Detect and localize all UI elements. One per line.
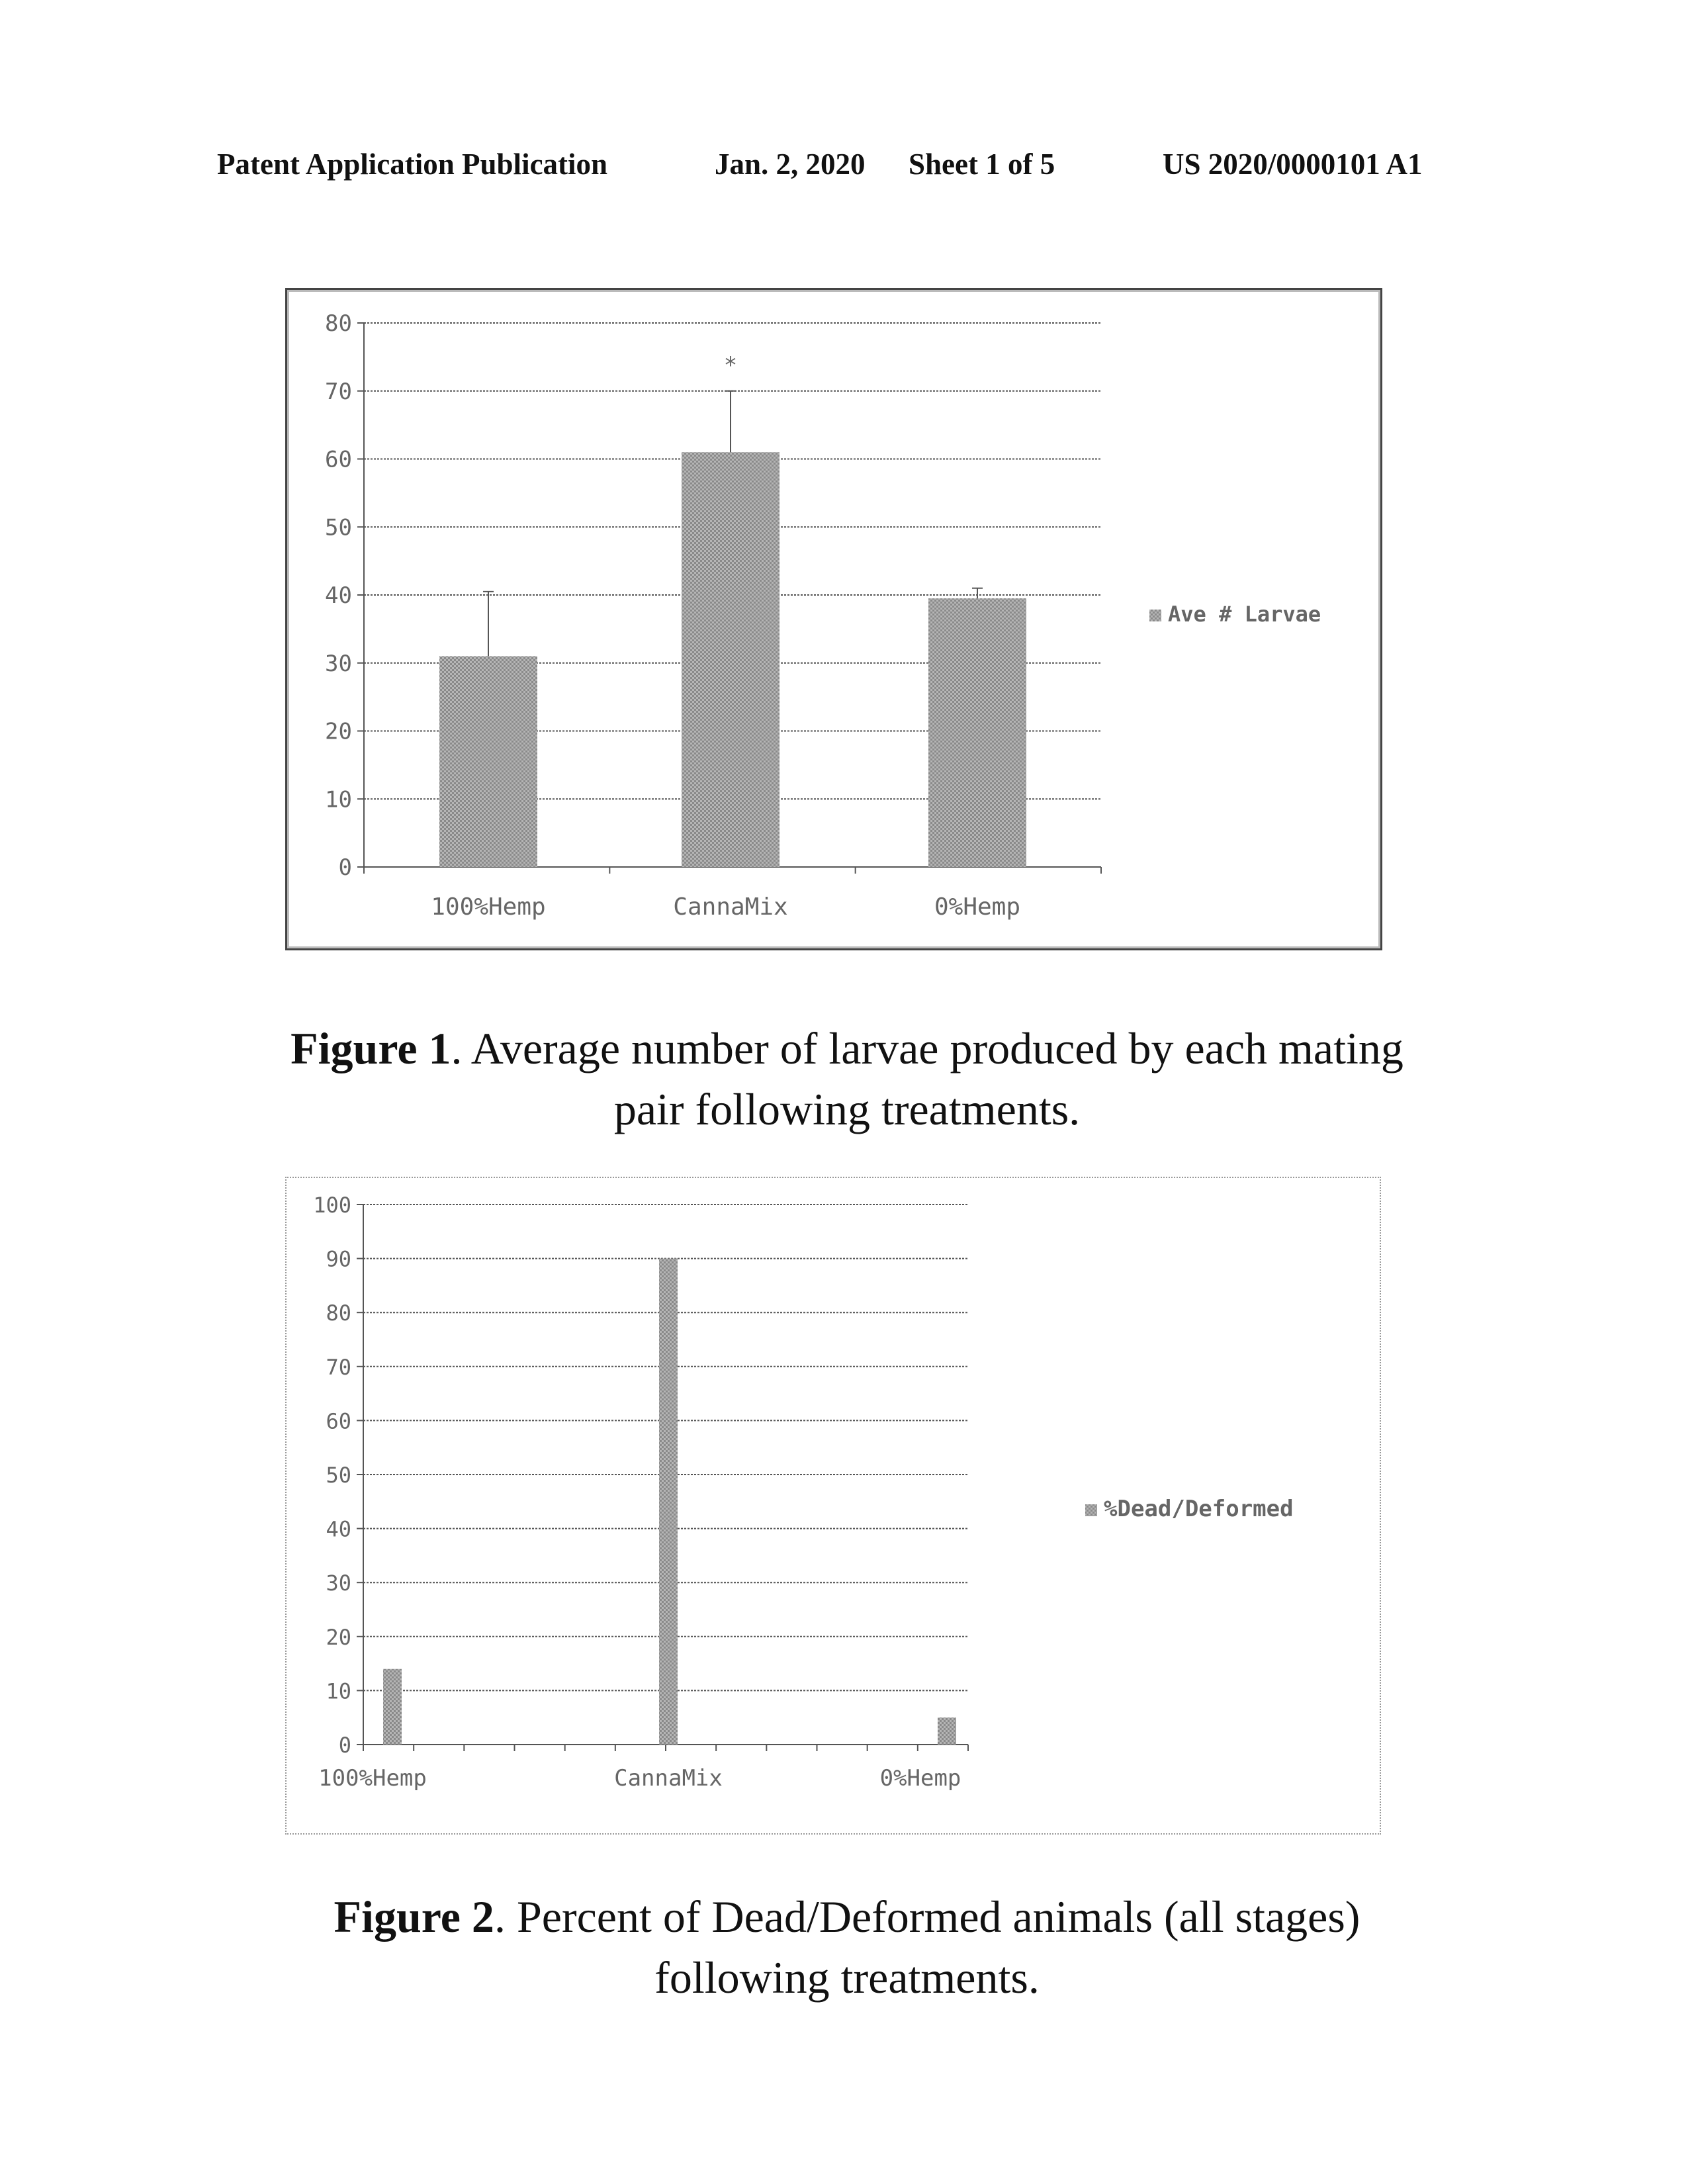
figure-1-text: . Average number of larvae produced by e…	[451, 1023, 1404, 1134]
fig2-legend-swatch	[1085, 1504, 1097, 1516]
fig1-ytick-label: 10	[325, 786, 352, 813]
fig1-bar	[439, 656, 537, 867]
fig1-ytick-label: 60	[325, 447, 352, 473]
figure-2-svg: 0 10 20 30 40 50 60 70 80 90 100 100%Hemp CannaMix 0%…	[313, 1193, 1294, 1792]
fig1-legend-swatch	[1149, 610, 1161, 621]
fig1-bar	[682, 452, 780, 867]
fig2-ytick-label: 0	[339, 1733, 351, 1758]
publication-date: Jan. 2, 2020	[715, 148, 866, 181]
fig1-ytick-label: 50	[325, 514, 352, 541]
page-header: Patent Application Publication Jan. 2, 2…	[0, 147, 1694, 187]
fig2-ytick-label: 100	[313, 1193, 351, 1218]
fig1-ytick-label: 70	[325, 379, 352, 405]
fig1-bar	[928, 598, 1026, 867]
figure-1-label: Figure 1	[290, 1023, 451, 1073]
fig2-legend-label: %Dead/Deformed	[1104, 1496, 1294, 1522]
fig1-ytick-label: 0	[339, 854, 352, 881]
figure-1-svg: 0 10 20 30 40 50 60 70 80 100%Hemp CannaMix 0%Hemp *…	[325, 310, 1321, 921]
fig2-ytick-label: 90	[326, 1247, 351, 1272]
fig1-category-label: 0%Hemp	[934, 893, 1020, 921]
fig2-bar	[659, 1258, 678, 1745]
fig2-ytick-label: 20	[326, 1625, 351, 1650]
fig2-bar	[383, 1668, 402, 1745]
figure-2-text: . Percent of Dead/Deformed animals (all …	[494, 1891, 1360, 2003]
fig2-ytick-label: 40	[326, 1517, 351, 1542]
publication-title: Patent Application Publication	[217, 148, 608, 181]
patent-number: US 2020/0000101 A1	[1163, 148, 1423, 181]
fig1-ytick-label: 40	[325, 582, 352, 609]
fig2-category-label: 100%Hemp	[318, 1765, 427, 1792]
fig2-ytick-label: 10	[326, 1678, 351, 1704]
fig2-category-label: CannaMix	[614, 1765, 723, 1792]
figure-1-caption: Figure 1. Average number of larvae produ…	[251, 1018, 1443, 1140]
fig2-bar	[938, 1717, 956, 1745]
figure-2-caption: Figure 2. Percent of Dead/Deformed anima…	[251, 1886, 1443, 2008]
figure-2-chart: 0 10 20 30 40 50 60 70 80 90 100 100%Hemp CannaMix 0%…	[285, 1177, 1381, 1835]
fig2-ytick-label: 70	[326, 1355, 351, 1380]
fig2-ytick-label: 50	[326, 1463, 351, 1488]
fig2-category-label: 0%Hemp	[880, 1765, 961, 1792]
fig1-category-label: CannaMix	[673, 893, 787, 921]
sheet-number: Sheet 1 of 5	[909, 148, 1055, 181]
fig1-ytick-label: 30	[325, 651, 352, 677]
figure-2-label: Figure 2	[334, 1891, 494, 1942]
fig2-ytick-label: 60	[326, 1408, 351, 1433]
figure-1-chart: 0 10 20 30 40 50 60 70 80 100%Hemp CannaMix 0%Hemp *…	[285, 288, 1382, 950]
fig1-legend-label: Ave # Larvae	[1168, 602, 1321, 627]
fig1-ytick-label: 80	[325, 310, 352, 337]
fig2-ytick-label: 80	[326, 1300, 351, 1326]
fig1-category-label: 100%Hemp	[431, 893, 545, 921]
fig1-ytick-label: 20	[325, 719, 352, 745]
fig1-significance-marker: *	[724, 352, 737, 379]
fig2-ytick-label: 30	[326, 1570, 351, 1596]
